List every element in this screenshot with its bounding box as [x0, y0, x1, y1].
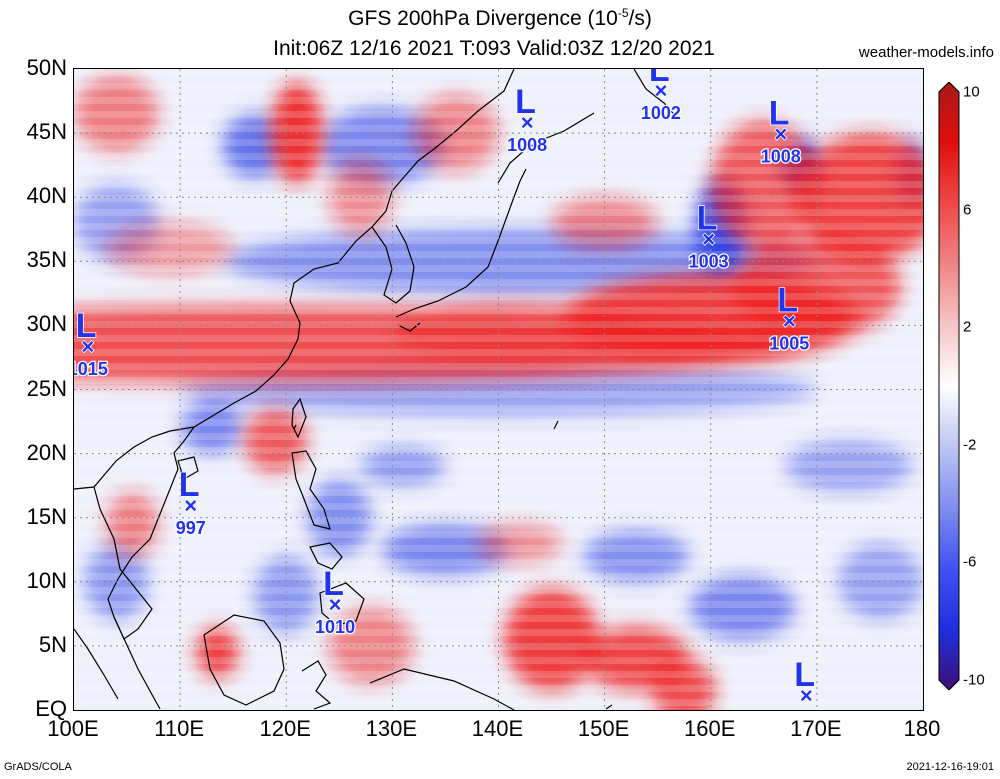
chart-title: GFS 200hPa Divergence (10-5/s) [0, 6, 1000, 31]
title-exponent: -5 [617, 6, 629, 20]
colorbar [938, 82, 960, 690]
coastlines [74, 69, 679, 710]
lon-tick-label: 180 [903, 716, 941, 741]
low-pressure-value: 1008 [761, 146, 801, 166]
colorbar-tick-label: 2 [963, 318, 972, 336]
lat-tick-label: 45N [26, 119, 67, 145]
lat-lon-grid [74, 69, 923, 710]
low-symbol: L [769, 94, 790, 132]
low-center-marker: × [702, 227, 715, 252]
lon-tick-label: 160E [684, 716, 736, 741]
low-pressure-value: 1003 [689, 252, 729, 272]
title-units: /s) [628, 7, 652, 30]
low-pressure-value: 1002 [641, 103, 681, 123]
lon-tick-label: 140E [471, 716, 524, 741]
lat-tick-label: 50N [26, 55, 67, 80]
lon-tick-label: 170E [790, 716, 842, 741]
low-pressure-centers: L×1015L×997L×1010L×1008L×1002L×1003L×100… [74, 69, 828, 710]
low-center: L×1008 [760, 94, 803, 168]
lat-tick-label: 25N [26, 375, 67, 401]
low-center-marker: × [81, 334, 94, 359]
low-center: L×1008 [506, 82, 549, 156]
footer-timestamp: 2021-12-16-19:01 [906, 761, 994, 773]
lat-tick-label: 20N [26, 439, 67, 465]
low-center-marker: × [329, 592, 342, 617]
colorbar-tick-label: -6 [963, 553, 977, 571]
lat-tick-label: 10N [26, 567, 67, 593]
lat-tick-label: EQ [35, 696, 67, 721]
low-center-marker: × [654, 78, 667, 103]
lat-tick-label: 40N [26, 183, 67, 209]
low-pressure-value: 997 [176, 518, 206, 538]
low-center: L×1005 [768, 281, 811, 355]
low-pressure-value: 1008 [507, 135, 547, 155]
lat-tick-label: 30N [26, 311, 67, 337]
lon-tick-label: 130E [365, 716, 418, 741]
low-center: L×1003 [687, 199, 730, 273]
colorbar-ramp [938, 82, 960, 690]
low-pressure-value: 1005 [769, 334, 809, 354]
chart-subtitle: Init:06Z 12/16 2021 T:093 Valid:03Z 12/2… [273, 37, 715, 60]
colorbar-tick-label: 6 [963, 201, 972, 219]
colorbar-tick-label: 10 [963, 83, 980, 101]
low-center-marker: × [774, 121, 787, 146]
colorbar-tick-label: -2 [963, 436, 977, 454]
low-symbol: L [649, 69, 670, 89]
divergence-map: L×1015L×997L×1010L×1008L×1002L×1003L×100… [74, 69, 923, 710]
low-pressure-value: 1010 [315, 617, 355, 637]
source-credit: weather-models.info [858, 44, 994, 61]
low-symbol: L [777, 282, 798, 320]
low-symbol: L [794, 656, 815, 694]
lat-tick-label: 5N [38, 631, 67, 657]
low-center: L×1010 [314, 564, 357, 638]
low-center: L×997 [174, 465, 207, 539]
footer-software: GrADS/COLA [4, 761, 72, 773]
lat-tick-label: 35N [26, 247, 67, 273]
low-center: L×1015 [74, 306, 109, 380]
lat-tick-label: 15N [26, 503, 67, 529]
low-pressure-value: 1006 [786, 708, 826, 710]
low-center: L×1006 [785, 655, 828, 710]
lon-tick-label: 100E [47, 716, 99, 741]
low-symbol: L [76, 307, 97, 345]
low-center-marker: × [184, 493, 197, 518]
low-center-marker: × [800, 683, 813, 708]
low-center-marker: × [783, 309, 796, 334]
low-pressure-value: 1015 [74, 359, 108, 379]
lon-tick-label: 150E [577, 716, 630, 741]
low-center: L×1002 [640, 69, 683, 124]
low-symbol: L [515, 83, 536, 121]
low-center-marker: × [521, 110, 534, 135]
lon-tick-label: 110E [154, 716, 204, 741]
low-symbol: L [179, 466, 200, 504]
title-text: GFS 200hPa Divergence (10 [348, 7, 618, 30]
lon-tick-label: 120E [259, 716, 311, 741]
low-symbol: L [697, 200, 718, 238]
low-symbol: L [323, 565, 344, 603]
map-panel: L×1015L×997L×1010L×1008L×1002L×1003L×100… [73, 68, 924, 711]
colorbar-tick-label: -10 [963, 671, 985, 689]
